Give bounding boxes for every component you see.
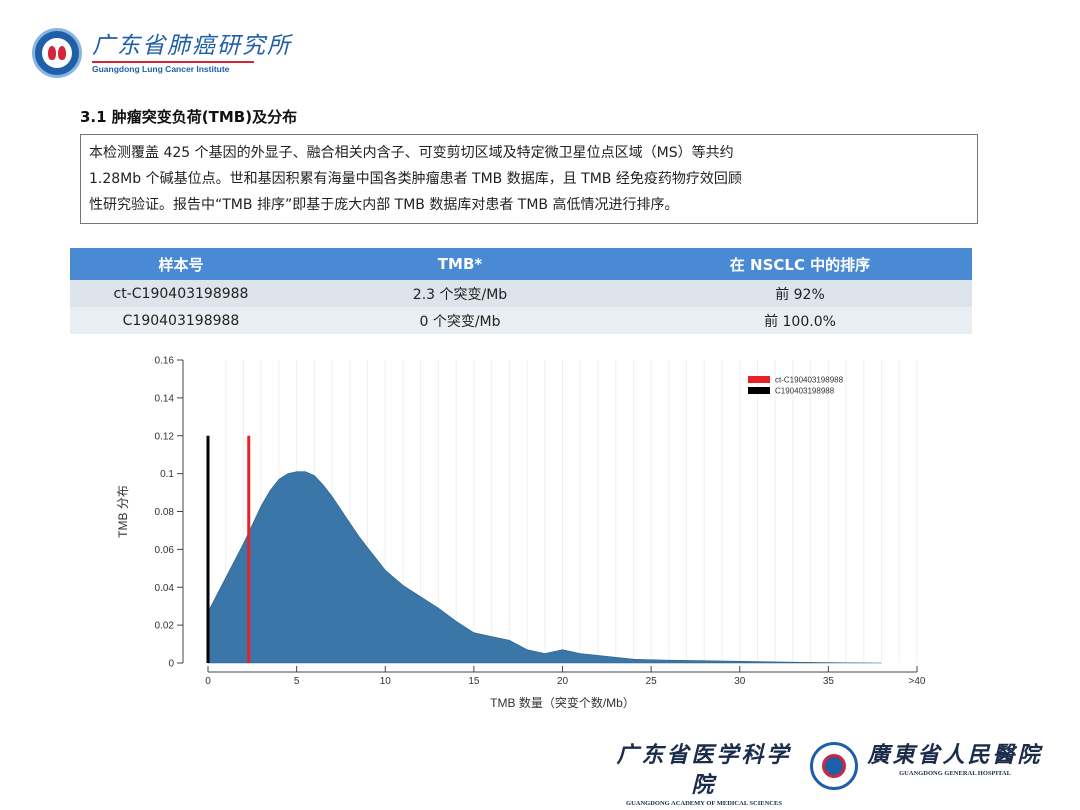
hospital-seal-icon <box>810 742 858 790</box>
rank-cell: 前 92% <box>628 280 972 307</box>
y-tick-label: 0.12 <box>155 431 175 442</box>
institute-name-en: Guangdong Lung Cancer Institute <box>92 60 254 74</box>
y-tick-label: 0 <box>168 659 174 670</box>
tmb-value-cell: 0 个突变/Mb <box>292 307 628 334</box>
y-tick-label: 0.06 <box>155 545 175 556</box>
x-tick-label: 15 <box>468 676 480 687</box>
section-title: 3.1 肿瘤突变负荷(TMB)及分布 <box>80 108 298 126</box>
legend-label: C190403198988 <box>775 387 835 396</box>
x-tick-label: 5 <box>294 676 300 687</box>
column-header-rank: 在 NSCLC 中的排序 <box>628 248 972 280</box>
column-header-tmb: TMB* <box>292 248 628 280</box>
chart-legend: ct-C190403198988 C190403198988 <box>748 376 844 396</box>
x-tick-label: 10 <box>380 676 392 687</box>
legend-swatch <box>748 376 770 383</box>
column-header-sample: 样本号 <box>70 248 292 280</box>
x-tick-label: 20 <box>557 676 569 687</box>
intro-paragraph: 本检测覆盖 425 个基因的外显子、融合相关内含子、可变剪切区域及特定微卫星位点… <box>80 134 978 224</box>
intro-line: 1.28Mb 个碱基位点。世和基因积累有海量中国各类肿瘤患者 TMB 数据库，且… <box>89 171 742 187</box>
academy-name-en: GUANGDONG ACADEMY OF MEDICAL SCIENCES <box>626 800 782 807</box>
y-axis-label: TMB 分布 <box>116 485 130 538</box>
table-row: C190403198988 0 个突变/Mb 前 100.0% <box>70 307 972 334</box>
sample-id-cell: ct-C190403198988 <box>70 280 292 307</box>
tmb-distribution-chart: 0 0.02 0.04 0.06 0.08 0.1 0.12 0.14 0.16 0 5 10 15 2… <box>116 356 926 711</box>
legend-swatch <box>748 387 770 394</box>
x-ticks: 0 5 10 15 20 25 30 35 >40 <box>205 666 926 687</box>
y-tick-label: 0.04 <box>155 583 175 594</box>
footer-logos: 广东省医学科学院 GUANGDONG ACADEMY OF MEDICAL SC… <box>606 740 1046 807</box>
sample-id-cell: C190403198988 <box>70 307 292 334</box>
intro-line: 本检测覆盖 425 个基因的外显子、融合相关内含子、可变剪切区域及特定微卫星位点… <box>89 145 734 161</box>
institute-name-cn: 广东省肺癌研究所 <box>92 32 292 59</box>
y-tick-label: 0.02 <box>155 621 175 632</box>
x-axis-label: TMB 数量（突变个数/Mb） <box>490 695 635 710</box>
y-tick-label: 0.08 <box>155 507 175 518</box>
sample-markers <box>206 435 251 663</box>
hospital-name-cn: 廣東省人民醫院 <box>867 742 1043 768</box>
y-tick-label: 0.16 <box>155 356 175 367</box>
x-tick-label: 30 <box>734 676 746 687</box>
tmb-table: 样本号 TMB* 在 NSCLC 中的排序 ct-C190403198988 2… <box>70 248 972 334</box>
rank-cell: 前 100.0% <box>628 307 972 334</box>
tmb-value-cell: 2.3 个突变/Mb <box>292 280 628 307</box>
institute-logo: 广东省肺癌研究所 Guangdong Lung Cancer Institute <box>32 28 292 78</box>
tmb-density-area <box>207 471 882 664</box>
legend-label: ct-C190403198988 <box>775 376 844 385</box>
hospital-name-en: GUANGDONG GENERAL HOSPITAL <box>899 770 1011 777</box>
table-row: ct-C190403198988 2.3 个突变/Mb 前 92% <box>70 280 972 307</box>
y-tick-label: 0.1 <box>160 469 174 480</box>
intro-line: 性研究验证。报告中“TMB 排序”即基于庞大内部 TMB 数据库对患者 TMB … <box>89 197 679 213</box>
academy-name-cn: 广东省医学科学院 <box>616 742 792 798</box>
lung-institute-seal-icon <box>32 28 82 78</box>
y-ticks: 0 0.02 0.04 0.06 0.08 0.1 0.12 0.14 0.16 <box>155 356 183 670</box>
chart-grid <box>225 360 918 663</box>
x-tick-label: 25 <box>646 676 658 687</box>
x-tick-label: >40 <box>909 676 926 687</box>
x-tick-label: 0 <box>205 676 211 687</box>
x-tick-label: 35 <box>823 676 835 687</box>
y-tick-label: 0.14 <box>155 393 175 404</box>
table-header-row: 样本号 TMB* 在 NSCLC 中的排序 <box>70 248 972 280</box>
